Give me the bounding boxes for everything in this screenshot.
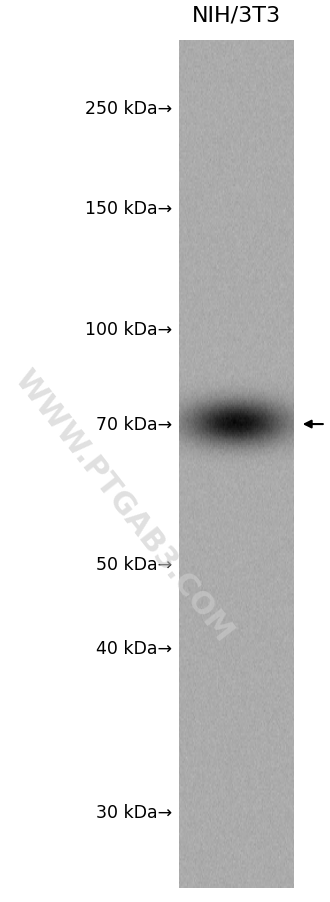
- Text: 150 kDa→: 150 kDa→: [85, 199, 172, 217]
- Text: 250 kDa→: 250 kDa→: [85, 100, 172, 118]
- Text: NIH/3T3: NIH/3T3: [192, 5, 281, 25]
- Text: 70 kDa→: 70 kDa→: [96, 416, 172, 434]
- Text: WWW.PTGAB3.COM: WWW.PTGAB3.COM: [9, 364, 239, 647]
- Text: 100 kDa→: 100 kDa→: [85, 321, 172, 339]
- Text: 40 kDa→: 40 kDa→: [96, 639, 172, 657]
- Text: 30 kDa→: 30 kDa→: [96, 803, 172, 821]
- Text: 50 kDa→: 50 kDa→: [96, 556, 172, 573]
